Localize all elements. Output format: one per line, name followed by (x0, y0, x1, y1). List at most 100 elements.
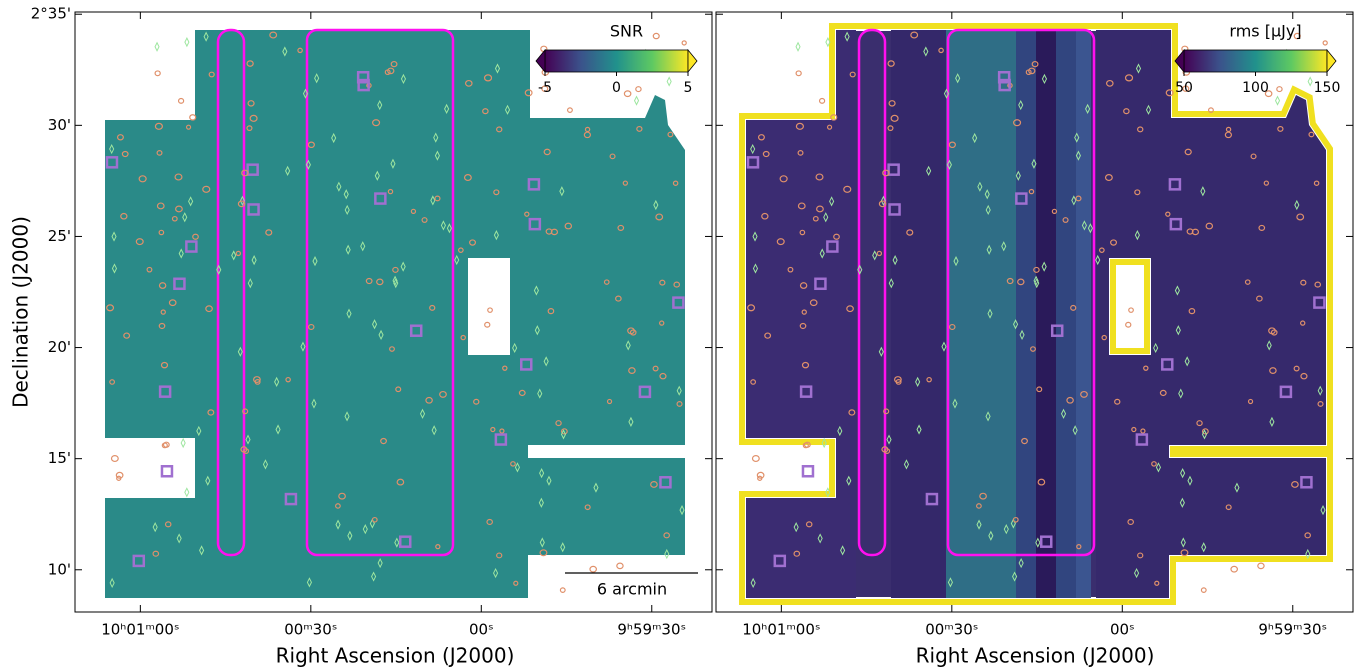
source-contour (235, 250, 242, 257)
source-diamond (1155, 462, 1161, 473)
source-contour (135, 238, 144, 246)
source-diamond (823, 212, 829, 223)
source-diamond (430, 195, 436, 206)
source-contour (673, 281, 681, 288)
source-diamond (178, 248, 184, 259)
source-diamond (275, 424, 281, 435)
colorbar-tick-label: 0 (612, 80, 621, 96)
source-box (1300, 476, 1313, 489)
source-contour (205, 305, 213, 313)
source-contour (1036, 386, 1043, 393)
source-contour (636, 125, 643, 132)
colorbar-label: SNR (610, 22, 643, 41)
source-contour (1030, 346, 1036, 352)
source-contour (1263, 180, 1270, 186)
source-contour (160, 361, 169, 369)
source-contour (469, 239, 477, 246)
source-contour (146, 266, 153, 273)
source-diamond (434, 150, 440, 161)
source-diamond (1001, 241, 1007, 252)
source-box (925, 492, 939, 506)
source-diamond (1060, 408, 1067, 419)
source-diamond (825, 487, 831, 498)
source-contour (1031, 60, 1039, 68)
source-diamond (184, 37, 190, 48)
source-box (246, 163, 259, 176)
source-diamond (1307, 76, 1313, 87)
source-contour (1127, 518, 1134, 526)
source-contour (1313, 180, 1320, 186)
source-diamond (793, 522, 799, 533)
source-diamond (941, 341, 947, 352)
source-contour (1196, 420, 1203, 427)
sources (746, 31, 1328, 593)
source-diamond (560, 429, 567, 440)
source-contour (801, 361, 810, 369)
source-box (799, 385, 813, 398)
rms-map (746, 30, 1326, 600)
source-box (494, 433, 508, 446)
source-contour (486, 518, 493, 526)
source-contour (1257, 562, 1265, 570)
source-contour (269, 31, 278, 39)
source-diamond (371, 571, 377, 582)
source-box (1039, 535, 1053, 548)
source-contour (396, 478, 405, 486)
source-diamond (1015, 170, 1021, 181)
source-contour (1165, 211, 1171, 217)
source-contour (1025, 69, 1032, 76)
source-diamond (1012, 319, 1019, 330)
source-contour (389, 346, 395, 352)
source-contour (307, 323, 315, 331)
source-diamond (633, 95, 640, 106)
source-contour (1201, 428, 1209, 435)
source-diamond (534, 325, 540, 336)
x-tick-label: 9ʰ59ᵐ30ˢ (1258, 621, 1327, 639)
source-box (1168, 178, 1182, 191)
source-contour (1131, 426, 1137, 433)
source-contour (177, 97, 185, 104)
x-tick-label: 10ʰ01ᵐ00ˢ (101, 621, 179, 639)
source-contour (830, 114, 838, 121)
source-contour (109, 379, 116, 385)
source-contour (812, 215, 819, 222)
source-contour (799, 282, 808, 289)
colorbar-extend (1174, 48, 1185, 74)
source-diamond (972, 132, 978, 144)
source-contour (1300, 372, 1308, 380)
source-diamond (377, 99, 383, 111)
source-contour (761, 212, 769, 220)
source-diamond (1274, 95, 1281, 106)
source-contour (1021, 437, 1028, 445)
source-contour (1028, 188, 1035, 195)
source-contour (541, 85, 549, 92)
source-contour (1125, 321, 1132, 328)
source-contour (559, 587, 566, 593)
source-diamond (1135, 63, 1142, 74)
source-contour (805, 521, 813, 528)
source-diamond (1087, 223, 1093, 234)
source-contour (387, 188, 394, 195)
source-contour (1165, 89, 1174, 97)
source-diamond (817, 533, 823, 544)
source-diamond (878, 346, 884, 357)
source-contour (156, 202, 165, 210)
source-contour (175, 205, 183, 213)
source-contour (650, 481, 658, 488)
source-diamond (923, 46, 929, 57)
source-box (173, 277, 186, 291)
source-diamond (251, 255, 257, 266)
source-contour (380, 437, 387, 445)
source-contour (365, 277, 373, 285)
source-contour (1104, 174, 1113, 182)
source-contour (1098, 247, 1105, 253)
source-contour (606, 398, 613, 405)
source-diamond (795, 41, 801, 52)
source-diamond (343, 189, 349, 200)
source-diamond (1075, 150, 1081, 161)
source-contour (793, 550, 801, 557)
source-contour (1159, 389, 1167, 397)
source-contour (243, 448, 250, 454)
source-diamond (493, 229, 499, 241)
source-diamond (336, 181, 342, 192)
